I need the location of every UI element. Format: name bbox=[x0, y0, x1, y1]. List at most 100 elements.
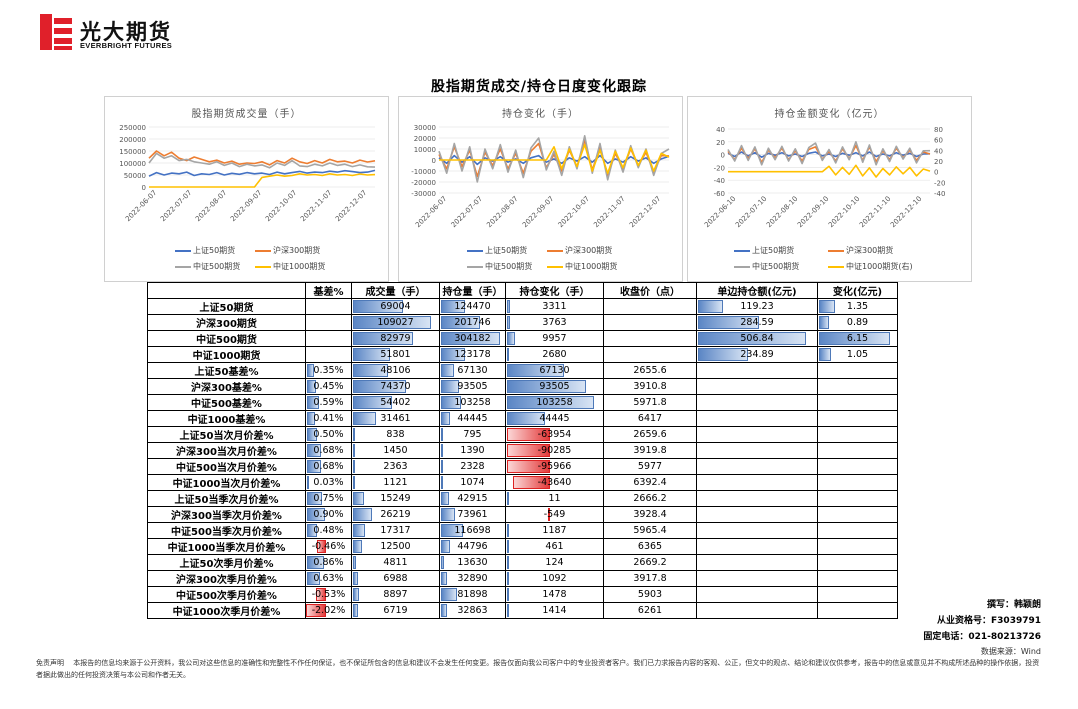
close-cell: 2655.6 bbox=[603, 362, 697, 379]
basis-cell: 0.68% bbox=[305, 458, 352, 475]
amount-cell bbox=[696, 522, 818, 539]
data-bar bbox=[353, 412, 376, 425]
header-label bbox=[147, 282, 306, 299]
header-oi-change: 持仓变化（手） bbox=[505, 282, 604, 299]
legend-item-sz50: 上证50期货 bbox=[734, 245, 794, 256]
amount-cell: 119.23 bbox=[696, 298, 818, 315]
phone: 固定电话：021-80213726 bbox=[923, 632, 1041, 642]
chart-title: 持仓金额变化（亿元） bbox=[774, 109, 885, 120]
close-cell: 5971.8 bbox=[603, 394, 697, 411]
legend-item-zz1000: 中证1000期货(右) bbox=[828, 261, 913, 272]
y2-tick-label: 0 bbox=[934, 169, 938, 177]
amount-cell bbox=[696, 458, 818, 475]
data-bar bbox=[441, 572, 448, 585]
table-row: 中证1000当次月价差% 0.03% 1121 1074 -43640 6392.4 bbox=[147, 474, 898, 491]
oi-change-cell: -549 bbox=[505, 506, 604, 523]
data-bar bbox=[441, 556, 444, 569]
x-tick-label: 2022-12-10 bbox=[889, 195, 923, 229]
series-line-2 bbox=[438, 134, 670, 183]
x-tick-label: 2022-06-10 bbox=[703, 195, 737, 229]
header-oi: 持仓量（手） bbox=[439, 282, 506, 299]
negative-data-bar bbox=[506, 428, 550, 441]
header-basis: 基差% bbox=[305, 282, 352, 299]
data-bar bbox=[507, 572, 509, 585]
y-tick-label: 250000 bbox=[119, 124, 146, 132]
negative-data-bar bbox=[506, 460, 550, 473]
amount-cell bbox=[696, 538, 818, 555]
close-cell: 3910.8 bbox=[603, 378, 697, 395]
table-row: 上证50基差% 0.35% 48106 67130 67130 2655.6 bbox=[147, 362, 898, 379]
x-tick-label: 2022-12-07 bbox=[334, 189, 368, 223]
x-tick-label: 2022-08-07 bbox=[194, 189, 228, 223]
oi-cell: 201746 bbox=[439, 314, 506, 331]
oi-cell: 1390 bbox=[439, 442, 506, 459]
table-row: 沪深300当季次月价差% 0.90% 26219 73961 -549 3928.4 bbox=[147, 506, 898, 523]
x-tick-label: 2022-07-10 bbox=[734, 195, 768, 229]
oi-cell: 44796 bbox=[439, 538, 506, 555]
volume-cell: 4811 bbox=[351, 554, 440, 571]
data-bar bbox=[507, 524, 509, 537]
data-bar bbox=[507, 348, 510, 361]
negative-data-bar bbox=[315, 588, 327, 601]
oi-cell: 32863 bbox=[439, 602, 506, 619]
oi-cell: 44445 bbox=[439, 410, 506, 427]
table-row: 上证50次季月价差% 0.86% 4811 13630 124 2669.2 bbox=[147, 554, 898, 571]
close-cell: 3919.8 bbox=[603, 442, 697, 459]
table-row: 沪深300基差% 0.45% 74370 93505 93505 3910.8 bbox=[147, 378, 898, 395]
amount-change-cell bbox=[817, 362, 898, 379]
data-bar bbox=[307, 556, 325, 569]
negative-data-bar bbox=[317, 540, 327, 553]
data-bar bbox=[441, 444, 443, 457]
data-bar bbox=[307, 380, 317, 393]
y-tick-label: -10000 bbox=[411, 168, 436, 176]
amount-cell bbox=[696, 570, 818, 587]
volume-cell: 54402 bbox=[351, 394, 440, 411]
amount-change-cell bbox=[817, 426, 898, 443]
oi-change-cell: 11 bbox=[505, 490, 604, 507]
close-cell: 6392.4 bbox=[603, 474, 697, 491]
volume-chart: 股指期货成交量（手） 0 50000 100000 150000 200000 25000… bbox=[104, 96, 389, 282]
oi-change-chart-svg: -30000 -20000 -10000 0 10000 20000 30000 2022-0… bbox=[411, 124, 670, 229]
table-row: 中证1000基差% 0.41% 31461 44445 44445 6417 bbox=[147, 410, 898, 427]
row-label: 中证500基差% bbox=[147, 394, 306, 411]
x-tick-label: 2022-08-07 bbox=[485, 195, 519, 229]
oi-change-cell: 1092 bbox=[505, 570, 604, 587]
data-bar bbox=[507, 364, 564, 377]
x-tick-label: 2022-11-07 bbox=[592, 195, 626, 229]
negative-data-bar bbox=[306, 604, 327, 617]
y-tick-label: 30000 bbox=[414, 124, 436, 132]
row-label: 沪深300次季月价差% bbox=[147, 570, 306, 587]
basis-cell: 0.75% bbox=[305, 490, 352, 507]
oi-cell: 304182 bbox=[439, 330, 506, 347]
table-row: 中证500当季次月价差% 0.48% 17317 116698 1187 5965.4 bbox=[147, 522, 898, 539]
volume-cell: 69004 bbox=[351, 298, 440, 315]
data-bar bbox=[307, 524, 317, 537]
data-bar bbox=[698, 300, 724, 313]
oi-change-cell: -90285 bbox=[505, 442, 604, 459]
data-bar bbox=[507, 380, 587, 393]
legend-item-hs300: 沪深300期货 bbox=[547, 245, 612, 256]
oi-cell: 73961 bbox=[439, 506, 506, 523]
x-tick-label: 2022-10-07 bbox=[557, 195, 591, 229]
x-tick-label: 2022-08-10 bbox=[765, 195, 799, 229]
oi-change-cell: 44445 bbox=[505, 410, 604, 427]
x-tick-label: 2022-06-07 bbox=[414, 195, 448, 229]
amount-change-cell: 1.35 bbox=[817, 298, 898, 315]
close-cell: 6365 bbox=[603, 538, 697, 555]
data-bar bbox=[307, 364, 315, 377]
y-tick-label: -40 bbox=[714, 177, 725, 185]
y-tick-label: 150000 bbox=[119, 148, 146, 156]
volume-cell: 12500 bbox=[351, 538, 440, 555]
data-bar bbox=[441, 604, 448, 617]
row-label: 中证1000次季月价差% bbox=[147, 602, 306, 619]
data-bar bbox=[441, 476, 443, 489]
data-bar bbox=[819, 348, 832, 361]
x-tick-label: 2022-10-07 bbox=[264, 189, 298, 223]
basis-cell bbox=[305, 298, 352, 315]
basis-cell bbox=[305, 314, 352, 331]
y-tick-label: 200000 bbox=[119, 136, 146, 144]
basis-cell: 0.50% bbox=[305, 426, 352, 443]
table-row: 上证50期货 69004 124470 3311 119.23 1.35 bbox=[147, 298, 898, 315]
basis-cell: 0.35% bbox=[305, 362, 352, 379]
oi-amount-chart: 持仓金额变化（亿元） -60 -40 -20 0 20 40 -40 -20 0 20 40 60 80… bbox=[687, 96, 972, 282]
